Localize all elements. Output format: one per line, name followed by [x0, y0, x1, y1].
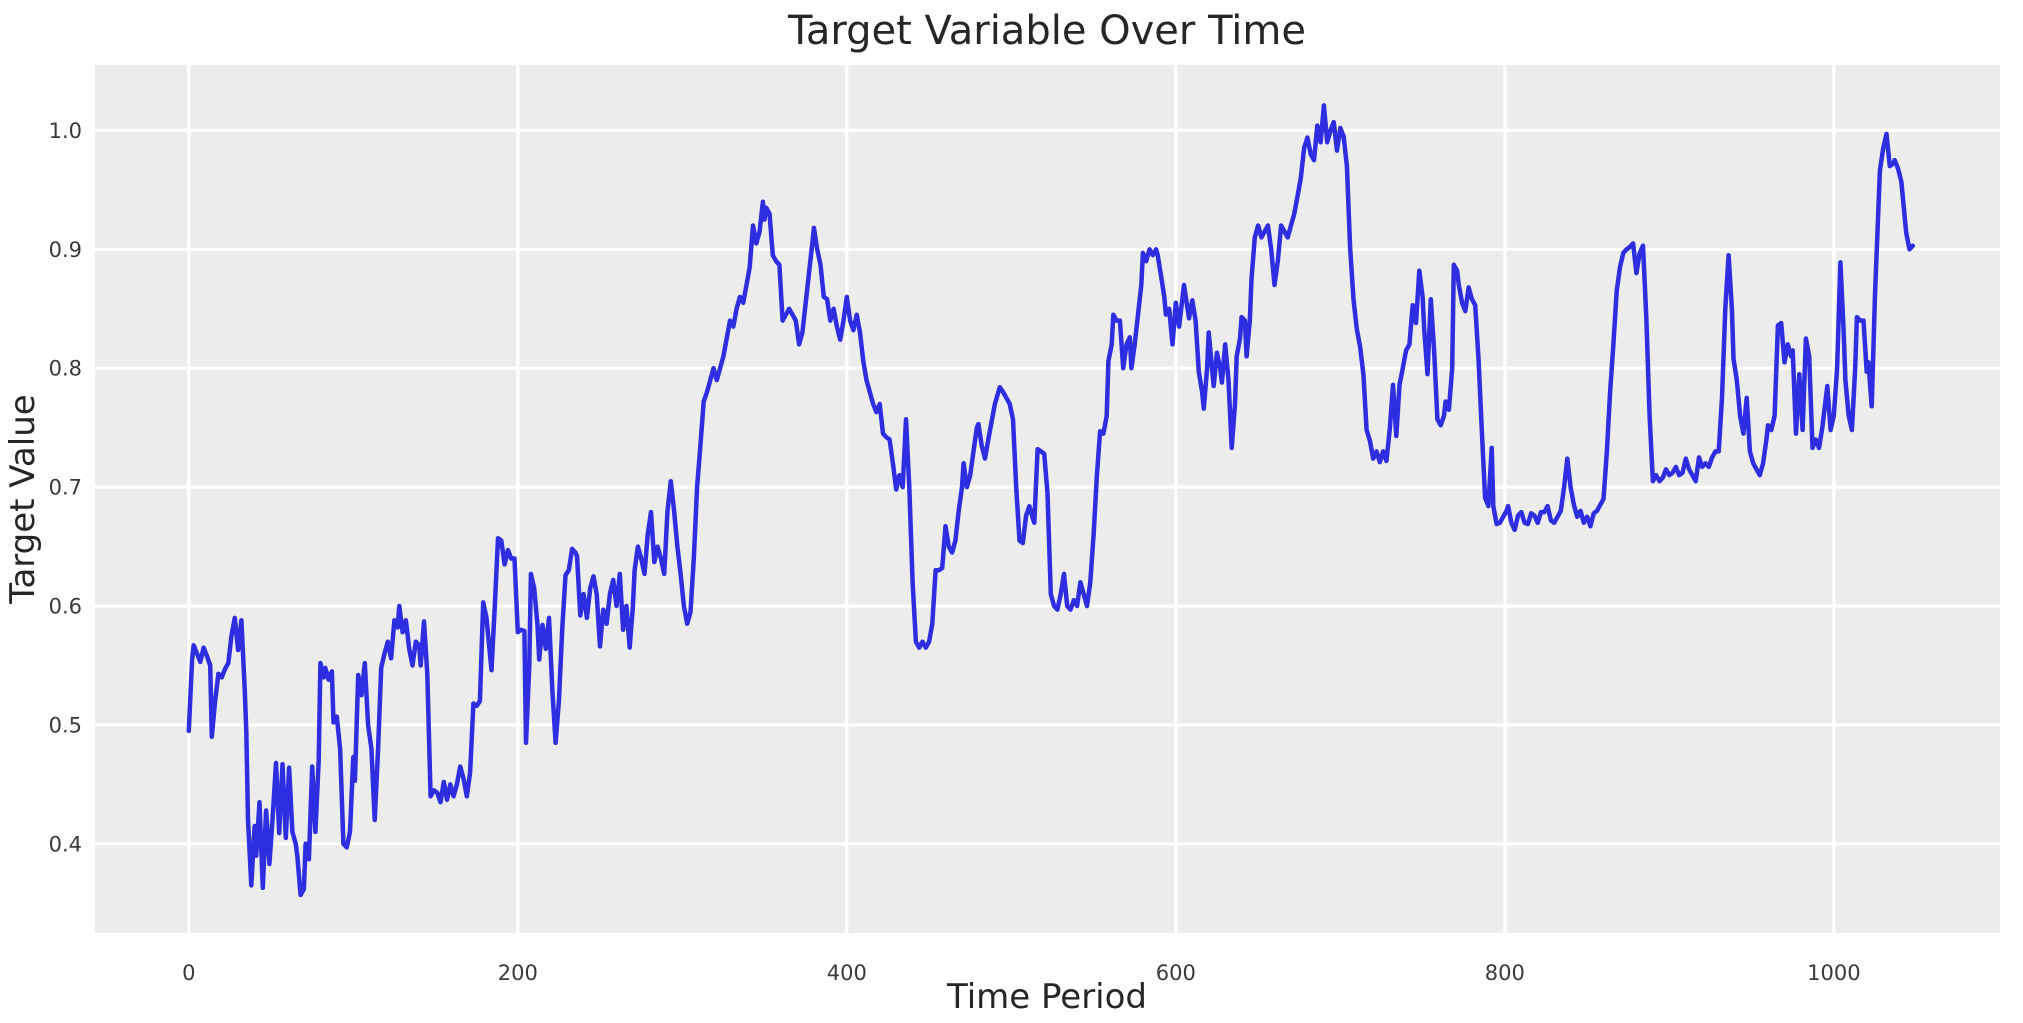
y-tick-label: 0.6: [49, 595, 82, 619]
x-tick-label: 200: [498, 961, 538, 985]
x-tick-label: 400: [827, 961, 867, 985]
x-axis-tick-labels: 0 200 400 600 800 1000: [182, 961, 1860, 985]
x-tick-label: 0: [182, 961, 195, 985]
target-series-line: [186, 103, 1916, 898]
x-tick-label: 800: [1485, 961, 1525, 985]
x-axis-label: Time Period: [946, 977, 1147, 1017]
x-tick-label: 600: [1156, 961, 1196, 985]
y-tick-label: 0.8: [49, 357, 82, 381]
y-tick-label: 0.5: [49, 713, 82, 737]
y-axis-tick-labels: 0.4 0.5 0.6 0.7 0.8 0.9 1.0: [49, 119, 82, 856]
y-tick-label: 0.4: [49, 832, 82, 856]
y-tick-label: 0.7: [49, 476, 82, 500]
chart-title: Target Variable Over Time: [787, 8, 1306, 54]
y-axis-label: Target Value: [3, 394, 43, 604]
y-tick-label: 1.0: [49, 119, 82, 143]
x-tick-label: 1000: [1807, 961, 1860, 985]
gridlines: [95, 65, 2000, 933]
y-tick-label: 0.9: [49, 238, 82, 262]
